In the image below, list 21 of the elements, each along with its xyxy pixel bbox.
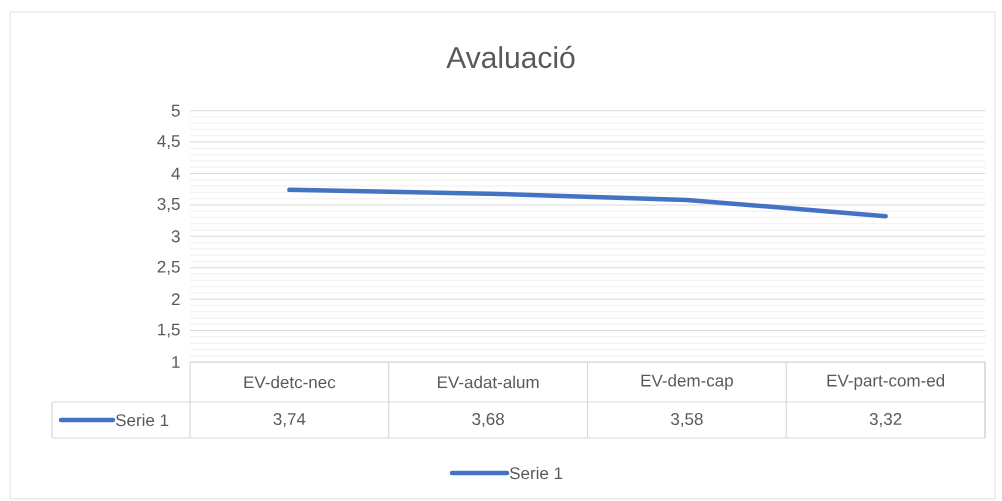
y-tick-label: 1,5	[158, 323, 180, 338]
data-label: 3,68	[472, 412, 504, 428]
y-tick-label: 2	[171, 293, 180, 306]
chart-title: Avaluació	[446, 45, 575, 69]
x-tick-label: EV-dem-cap	[641, 374, 733, 390]
line-series	[287, 187, 888, 219]
data-label: 3,58	[670, 412, 703, 428]
y-tick-label: 5	[171, 104, 180, 117]
y-tick-label: 2,5	[157, 260, 180, 275]
data-label: 3,32	[869, 412, 902, 428]
legend-label: Serie 1	[115, 413, 169, 427]
x-tick-label: EV-detc-nec	[244, 375, 336, 389]
y-tick-label: 1	[172, 356, 180, 368]
x-tick-label: EV-part-com-ed	[827, 374, 945, 390]
y-tick-label: 3,5	[157, 197, 180, 212]
y-tick-label: 3	[171, 230, 180, 243]
text: Serie 1	[509, 466, 563, 480]
y-tick-label: 4	[171, 167, 180, 180]
x-tick-label: EV-adat-alum	[438, 375, 539, 389]
y-tick-label: 4,5	[157, 135, 180, 150]
data-label: 3,74	[273, 412, 306, 428]
